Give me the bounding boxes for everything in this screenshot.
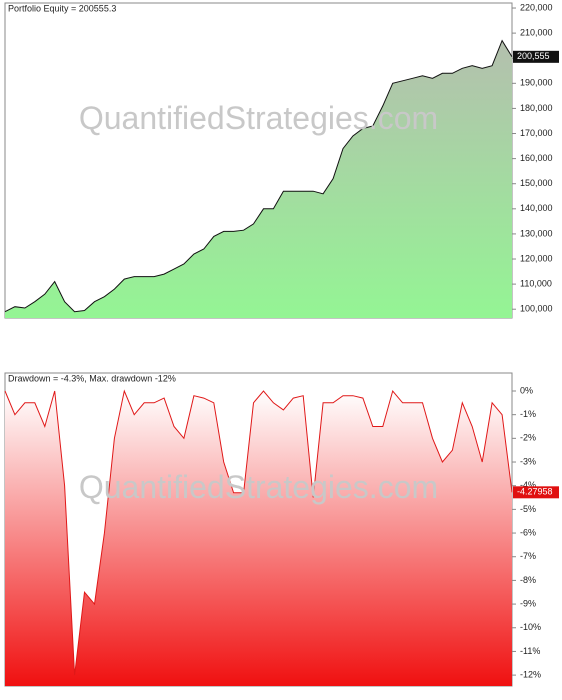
y-tick-label: -6% — [520, 527, 536, 537]
y-tick-label: 140,000 — [520, 203, 553, 213]
y-tick-label: -7% — [520, 551, 536, 561]
value-label-bg — [513, 486, 559, 499]
value-label-bg — [513, 50, 559, 63]
y-tick-label: -8% — [520, 575, 536, 585]
series-line — [4, 389, 513, 676]
y-tick-label: 100,000 — [520, 304, 553, 314]
y-tick-label: -12% — [520, 669, 541, 679]
area-fill — [5, 40, 512, 318]
area-fill — [5, 391, 512, 686]
y-tick-label: 130,000 — [520, 228, 553, 238]
y-tick-label: -4% — [520, 480, 536, 490]
y-tick-label: 190,000 — [520, 78, 553, 88]
y-tick-label: 120,000 — [520, 253, 553, 263]
y-tick-label: 160,000 — [520, 153, 553, 163]
value-label: -4.27958 — [517, 487, 553, 497]
y-tick-label: 150,000 — [520, 178, 553, 188]
watermark: QuantifiedStrategies.com — [79, 100, 438, 136]
value-label: 200,555 — [517, 51, 550, 61]
y-tick-label: 210,000 — [520, 27, 553, 37]
y-tick-label: 0% — [520, 385, 533, 395]
y-tick-label: -5% — [520, 504, 536, 514]
y-tick-label: 170,000 — [520, 128, 553, 138]
chart-title: Portfolio Equity = 200555.3 — [8, 3, 116, 13]
y-tick-label: 180,000 — [520, 103, 553, 113]
watermark: QuantifiedStrategies.com — [79, 469, 438, 505]
y-tick-label: 220,000 — [520, 2, 553, 12]
y-tick-label: 110,000 — [520, 278, 552, 288]
chart-title: Drawdown = -4.3%, Max. drawdown -12% — [8, 373, 176, 383]
y-tick-label: -3% — [520, 456, 536, 466]
y-tick-label: -1% — [520, 409, 536, 419]
y-tick-label: -11% — [520, 646, 540, 656]
series-line — [4, 39, 513, 313]
y-tick-label: -2% — [520, 433, 536, 443]
y-tick-label: -9% — [520, 598, 536, 608]
y-tick-label: -10% — [520, 622, 541, 632]
